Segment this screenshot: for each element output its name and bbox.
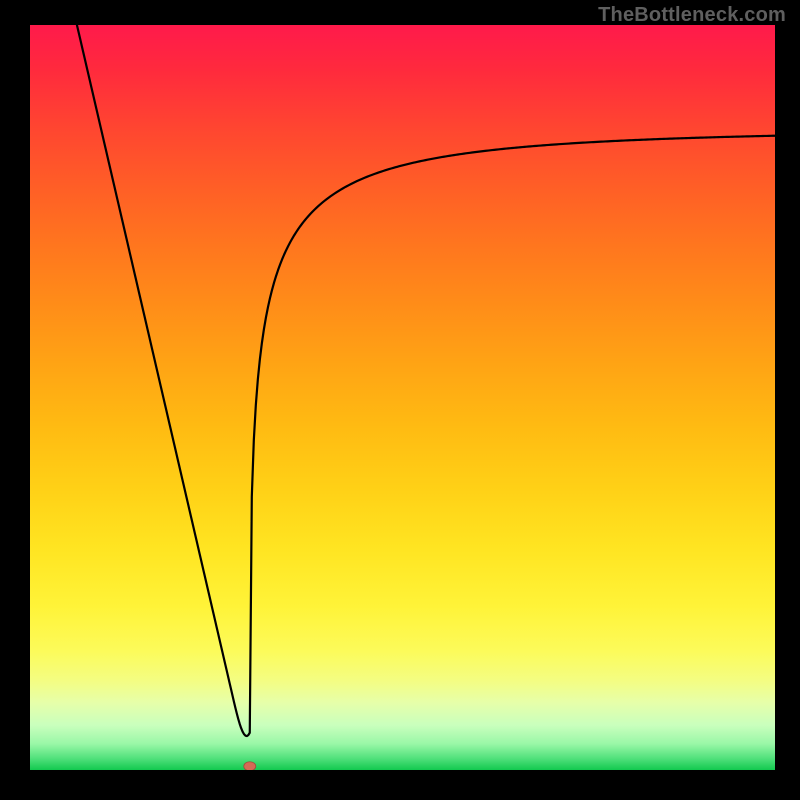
- minimum-marker: [244, 762, 256, 770]
- plot-svg: [30, 25, 775, 770]
- watermark-text: TheBottleneck.com: [598, 4, 786, 27]
- plot-area: [30, 25, 775, 770]
- chart-frame: TheBottleneck.com: [0, 0, 800, 800]
- gradient-background: [30, 25, 775, 770]
